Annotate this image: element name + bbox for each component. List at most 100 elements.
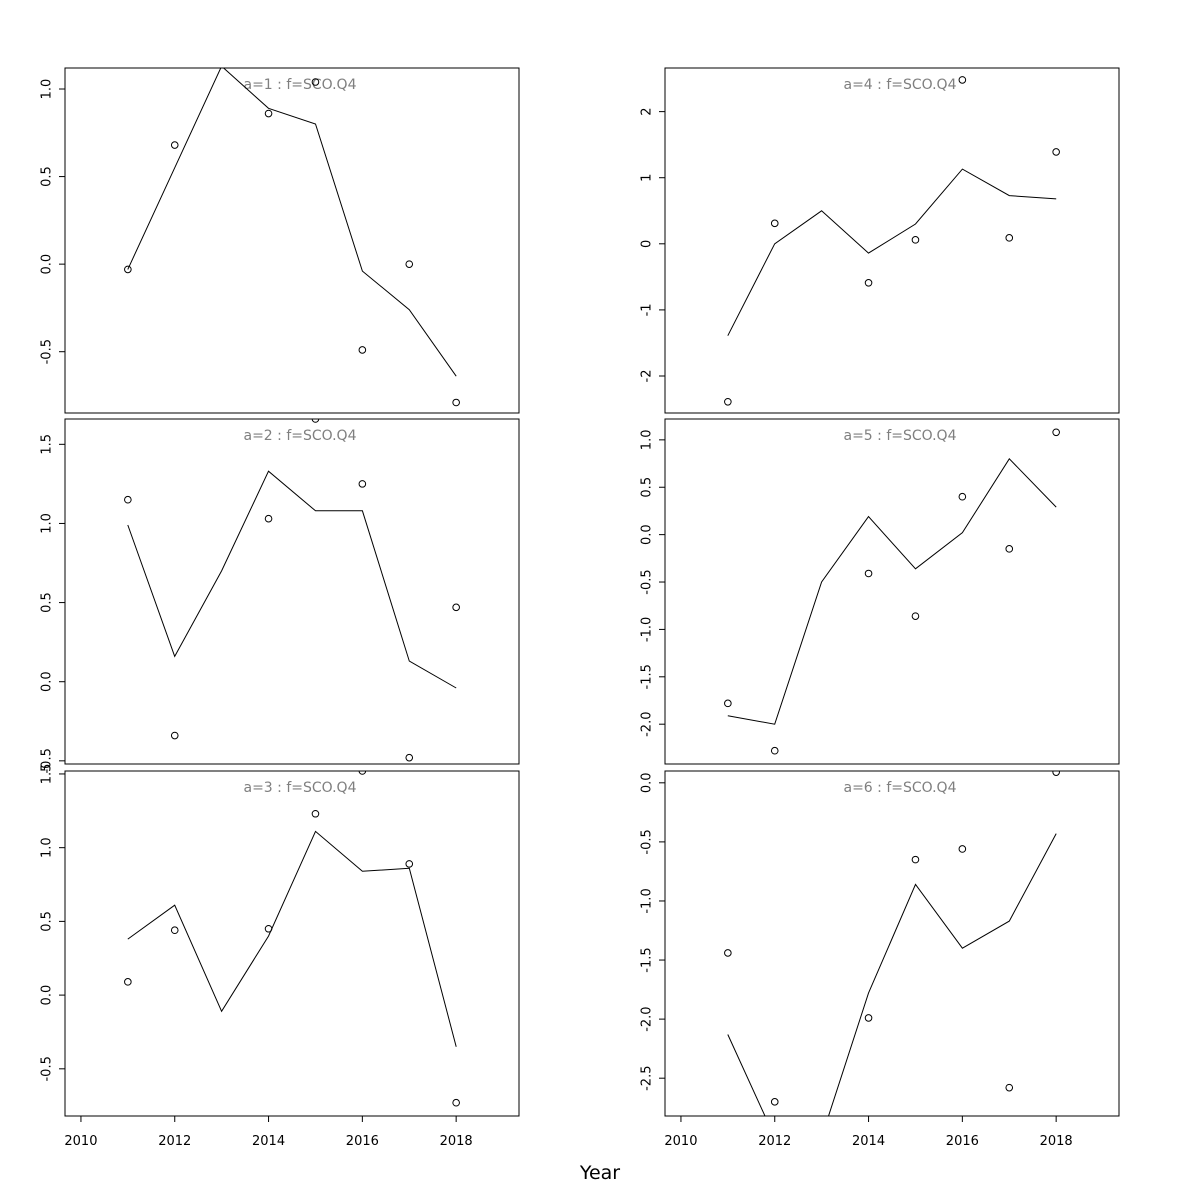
fitted-line [727, 457, 1057, 725]
x-tick-label: 2010 [64, 1134, 97, 1149]
observed-point [358, 480, 367, 488]
panel-3: -0.5 0.0 0.5 1.0 1.5 a=3 : f=SCO.Q4 2010 2012 20… [40, 764, 520, 1149]
y-tick-label: 1.0 [640, 430, 655, 451]
x-tick-label: 2018 [440, 1134, 473, 1149]
observed-point [770, 219, 779, 228]
y-tick-label: 1.5 [40, 434, 55, 455]
observed-point [264, 924, 273, 933]
x-axis-label: Year [579, 1162, 620, 1184]
y-tick-label: 1 [640, 174, 655, 182]
observed-point [911, 236, 920, 244]
observed-point [724, 397, 732, 406]
observed-point [1005, 234, 1014, 242]
y-tick-label: 0.5 [640, 477, 655, 498]
observed-point [1052, 148, 1060, 156]
panel-2: -0.5 0.0 0.5 1.0 1.5 a=2 : f=SCO.Q4 [40, 418, 520, 774]
observed-point [264, 109, 273, 118]
x-tick-label: 2016 [946, 1134, 979, 1149]
observed-point [911, 612, 920, 620]
panel-frame [64, 770, 520, 1117]
observed-point [724, 699, 732, 708]
x-tick-label: 2012 [758, 1134, 791, 1149]
y-tick-label: -0.5 [640, 569, 655, 594]
panel-frame [64, 418, 520, 765]
plot-area [724, 76, 1060, 406]
observed-point [405, 753, 414, 762]
observed-point [1052, 428, 1060, 437]
y-tick-label: 0.0 [40, 671, 55, 692]
x-tick-label: 2012 [158, 1134, 191, 1149]
observed-point [958, 492, 967, 501]
observed-point [452, 1098, 460, 1107]
plot-area [124, 771, 460, 1107]
observed-point [1052, 771, 1060, 776]
y-tick-label: 0.5 [40, 592, 55, 613]
observed-point [1005, 1083, 1014, 1092]
y-tick-label: -0.5 [640, 829, 655, 854]
observed-point [170, 731, 179, 740]
observed-point [264, 514, 273, 523]
observed-point [864, 1014, 873, 1022]
panel-5: -2.0 -1.5 -1.0 -0.5 0.0 0.5 1.0 a=5 : f=SCO.Q4 [640, 418, 1120, 765]
fitted-line [727, 168, 1057, 336]
observed-point [770, 1098, 779, 1106]
observed-point [358, 771, 367, 775]
y-tick-label: 0.5 [40, 166, 55, 187]
observed-point [958, 76, 967, 84]
observed-point [911, 855, 920, 864]
panel-title: a=4 : f=SCO.Q4 [844, 77, 957, 93]
panel-title: a=3 : f=SCO.Q4 [244, 780, 357, 796]
observed-point [124, 265, 132, 274]
y-tick-label: -1.5 [640, 664, 655, 689]
y-tick-label: 0.0 [640, 524, 655, 545]
observed-point [170, 141, 179, 149]
observed-point [311, 809, 320, 818]
observed-point [124, 495, 132, 504]
y-tick-label: -0.5 [40, 1056, 55, 1081]
observed-point [452, 398, 460, 407]
observed-point [311, 78, 320, 86]
y-tick-label: 1.0 [40, 79, 55, 100]
observed-point [170, 926, 179, 935]
panel-frame [664, 418, 1120, 765]
observed-point [405, 260, 414, 268]
observed-point [358, 346, 367, 354]
plot-area [724, 428, 1060, 755]
y-tick-label: -0.5 [40, 748, 55, 773]
observed-point [405, 860, 414, 868]
observed-point [770, 746, 779, 755]
observed-point [864, 278, 873, 287]
fitted-line [127, 830, 457, 1047]
panel-1: -0.5 0.0 0.5 1.0 a=1 : f=SCO.Q4 [40, 67, 520, 414]
y-tick-label: 0.0 [40, 254, 55, 275]
y-tick-label: -1.5 [640, 947, 655, 972]
plot-area [124, 68, 460, 407]
y-tick-label: -1.0 [640, 617, 655, 642]
y-tick-label: -2.0 [640, 1006, 655, 1031]
x-tick-label: 2010 [664, 1134, 697, 1149]
y-tick-label: -2.5 [640, 1066, 655, 1091]
y-tick-label: -1.0 [640, 888, 655, 913]
observed-point [1005, 545, 1014, 553]
y-tick-label: -1 [640, 303, 655, 316]
panel-frame [64, 67, 520, 414]
x-tick-label: 2016 [346, 1134, 379, 1149]
y-tick-label: 0.0 [40, 985, 55, 1006]
observed-point [124, 978, 132, 986]
y-tick-label: 1.0 [40, 513, 55, 534]
x-tick-label: 2014 [852, 1134, 885, 1149]
fitted-line [727, 833, 1057, 1116]
panel-frame [664, 67, 1120, 414]
panel-title: a=5 : f=SCO.Q4 [844, 428, 957, 444]
y-tick-label: 1.5 [40, 764, 55, 785]
observed-point [958, 845, 967, 853]
panel-title: a=1 : f=SCO.Q4 [244, 77, 357, 93]
plot-area [124, 419, 460, 762]
panel-frame [664, 770, 1120, 1117]
fitted-line [127, 68, 457, 377]
x-tick-label: 2018 [1040, 1134, 1073, 1149]
panel-6: -2.5 -2.0 -1.5 -1.0 -0.5 0.0 a=6 : f=SCO.Q4 201… [640, 770, 1120, 1149]
y-tick-label: 0.5 [40, 911, 55, 932]
observed-point [724, 949, 732, 957]
